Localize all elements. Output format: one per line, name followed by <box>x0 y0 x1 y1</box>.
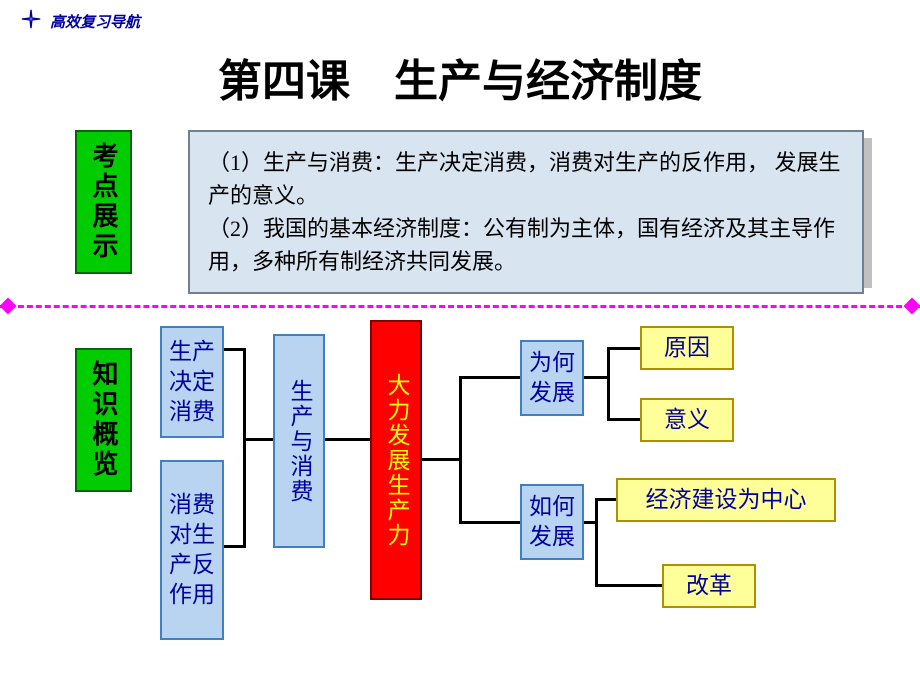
connector <box>462 521 520 524</box>
section-divider <box>0 305 920 308</box>
node-how-develop: 如何发展 <box>520 484 584 560</box>
node-label: 消费对生产反作用 <box>162 490 222 610</box>
node-reform: 改革 <box>662 564 756 608</box>
header-nav: 高效复习导航 <box>20 8 140 35</box>
node-label: 原因 <box>664 333 710 363</box>
connector <box>462 376 520 379</box>
exam-points-content: （1）生产与消费：生产决定消费，消费对生产的反作用， 发展生产的意义。 （2）我… <box>188 130 864 294</box>
node-meaning: 意义 <box>640 398 734 442</box>
node-label: 改革 <box>686 571 732 601</box>
connector <box>243 348 246 548</box>
connector <box>610 347 640 350</box>
connector <box>598 584 662 587</box>
node-economy-center: 经济建设为中心 <box>616 478 836 522</box>
node-label: 意义 <box>664 405 710 435</box>
node-label: 经济建设为中心 <box>646 485 807 515</box>
nav-label: 高效复习导航 <box>50 11 140 32</box>
connector <box>325 438 370 441</box>
exam-points-label: 考点展示 <box>75 130 132 274</box>
connector <box>607 347 610 421</box>
connector <box>422 458 462 461</box>
exam-point-2: （2）我国的基本经济制度：公有制为主体，国有经济及其主导作用，多种所有制经济共同… <box>208 212 844 278</box>
page-title: 第四课 生产与经济制度 <box>0 45 920 109</box>
node-why-develop: 为何发展 <box>520 340 584 416</box>
node-label: 为何发展 <box>522 348 582 408</box>
node-consumption-reaction: 消费对生产反作用 <box>160 460 224 640</box>
exam-point-1: （1）生产与消费：生产决定消费，消费对生产的反作用， 发展生产的意义。 <box>208 146 844 212</box>
connector <box>610 418 640 421</box>
node-label: 生产与消费 <box>284 379 314 504</box>
node-label: 生产决定消费 <box>162 337 222 427</box>
connector <box>459 376 462 524</box>
node-reason: 原因 <box>640 326 734 370</box>
star-icon <box>20 8 42 35</box>
node-production-determines: 生产决定消费 <box>160 326 224 438</box>
connector <box>595 498 598 587</box>
node-production-consumption: 生产与消费 <box>273 334 325 548</box>
connector <box>598 498 616 501</box>
knowledge-label: 知识概览 <box>75 348 132 492</box>
node-develop-productivity: 大力发展生产力 <box>370 320 422 600</box>
divider-diamond-right <box>904 298 920 315</box>
connector <box>246 438 273 441</box>
node-label: 如何发展 <box>522 492 582 552</box>
node-label: 大力发展生产力 <box>381 373 411 548</box>
